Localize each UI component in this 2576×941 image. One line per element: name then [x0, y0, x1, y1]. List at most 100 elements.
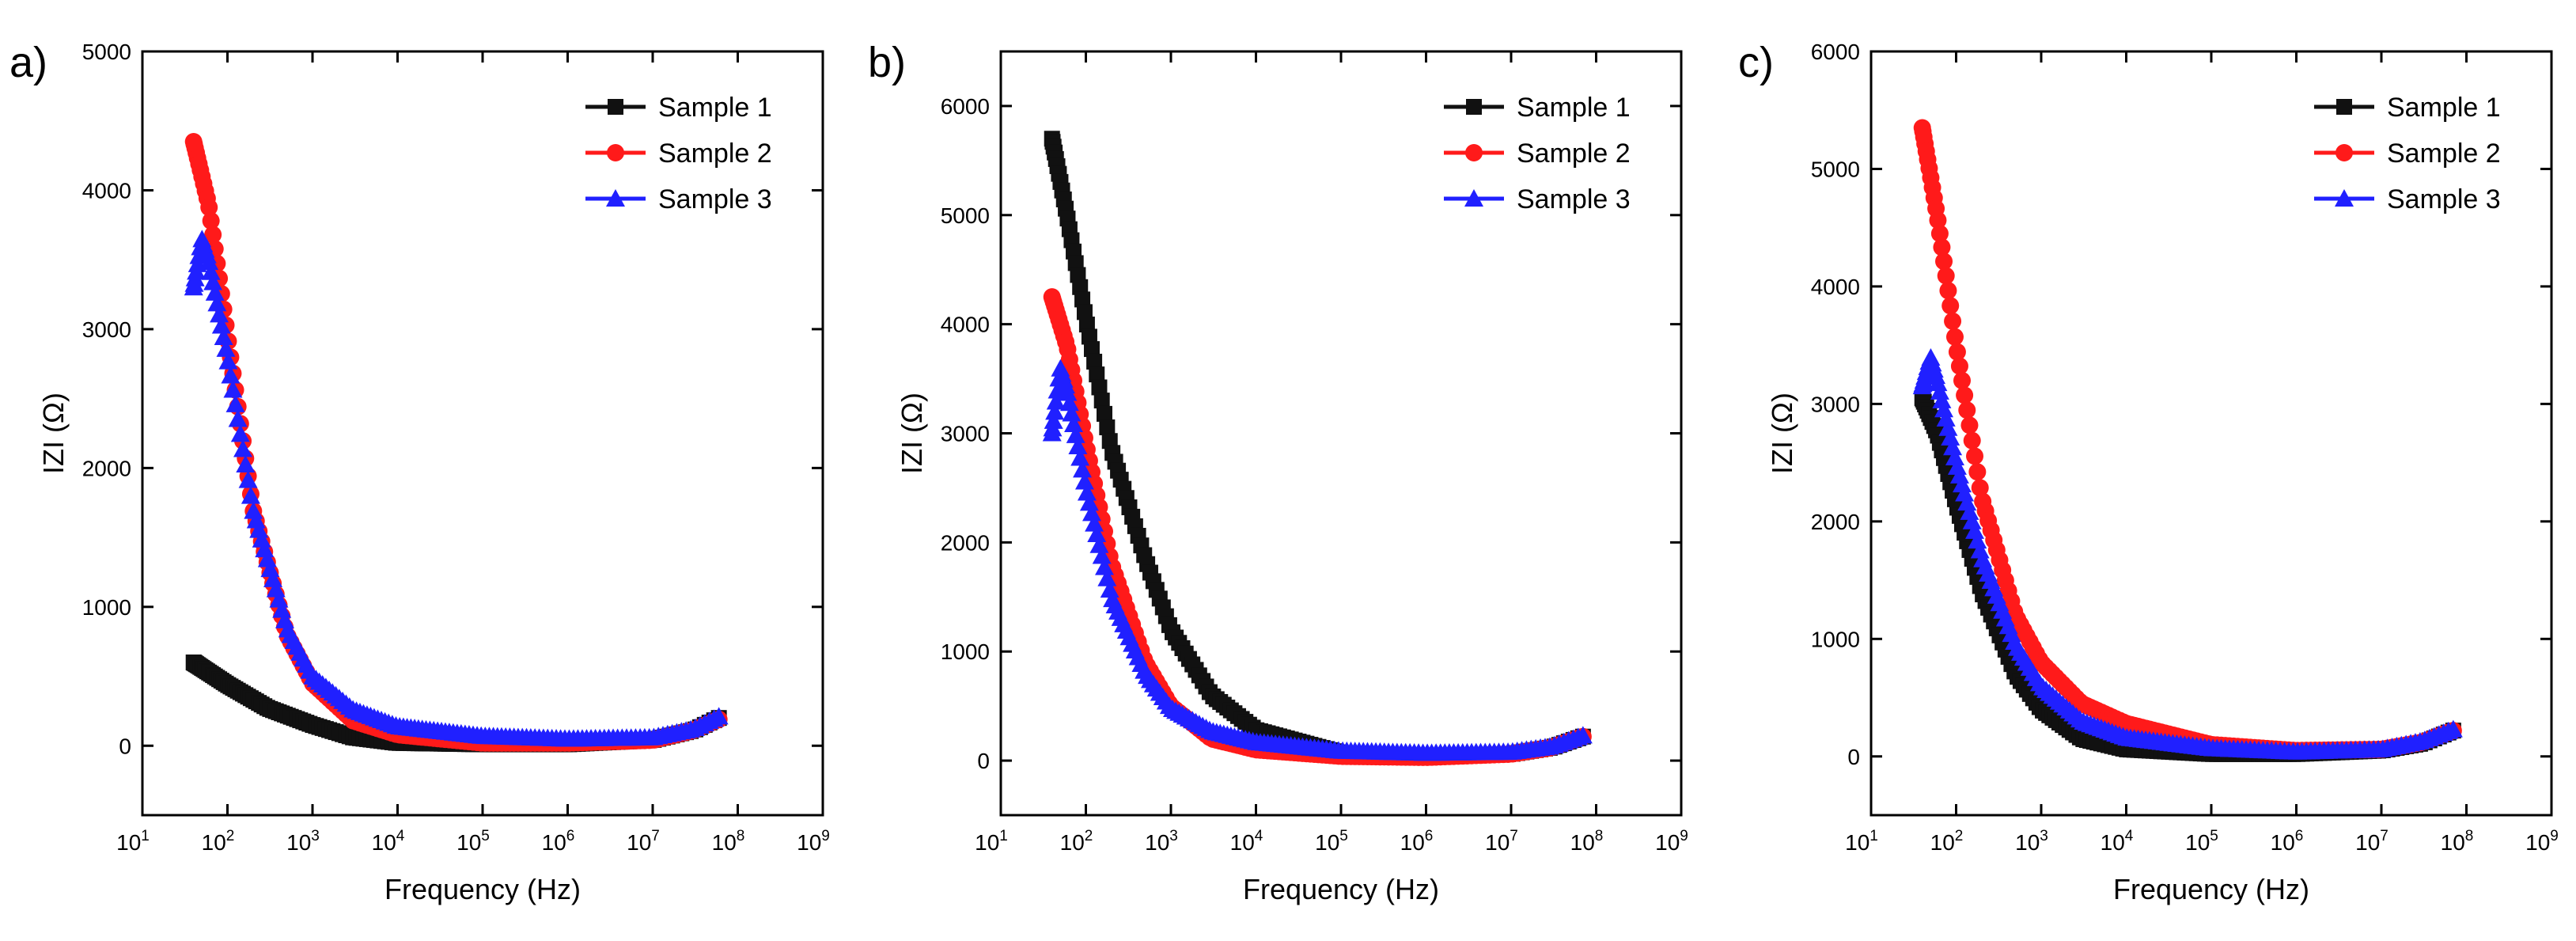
- x-tick-label: 106: [542, 828, 575, 855]
- x-tick-base: 10: [1315, 830, 1339, 855]
- x-tick-label: 107: [2355, 828, 2388, 855]
- legend-label: Sample 3: [1517, 184, 1631, 214]
- data-point: [255, 540, 275, 558]
- legend-item-1: Sample 1: [2314, 93, 2501, 123]
- x-tick-exponent: 5: [481, 828, 490, 844]
- x-tick-exponent: 1: [141, 828, 150, 844]
- data-point: [1058, 383, 1078, 401]
- x-tick-base: 10: [1930, 830, 1955, 855]
- legend-item-3: Sample 3: [2314, 184, 2501, 214]
- data-point: [1573, 726, 1593, 744]
- x-tick-label: 105: [1315, 828, 1348, 855]
- x-tick-exponent: 8: [737, 828, 745, 844]
- x-axis-label: Frequency (Hz): [1243, 873, 1439, 905]
- x-tick-label: 109: [2525, 828, 2559, 855]
- legend-item-1: Sample 1: [1444, 93, 1631, 123]
- data-point: [1070, 267, 1086, 283]
- series-2: [1913, 119, 2462, 760]
- data-point: [1093, 393, 1110, 409]
- y-tick-label: 4000: [82, 178, 131, 203]
- data-point: [1097, 405, 1113, 422]
- data-point: [1956, 386, 1974, 404]
- series-2: [1043, 288, 1592, 766]
- x-tick-label: 107: [1485, 828, 1518, 855]
- data-point: [2443, 719, 2463, 738]
- data-point: [204, 226, 222, 244]
- data-point: [1949, 465, 1969, 484]
- legend-marker: [1465, 144, 1483, 161]
- x-tick-label: 103: [2015, 828, 2048, 855]
- y-tick-label: 0: [977, 749, 990, 773]
- x-tick-base: 10: [2015, 830, 2040, 855]
- data-point: [1045, 402, 1065, 420]
- data-point: [233, 439, 253, 457]
- data-point: [202, 212, 220, 230]
- y-tick-label: 0: [1847, 745, 1860, 769]
- x-tick-exponent: 7: [2380, 828, 2388, 844]
- x-tick-base: 10: [2185, 830, 2210, 855]
- y-axis-label: IZI (Ω): [37, 393, 70, 474]
- data-point: [1089, 366, 1105, 383]
- data-point: [1074, 472, 1094, 490]
- x-tick-base: 10: [2355, 830, 2380, 855]
- data-point: [1930, 381, 1949, 400]
- legend-label: Sample 1: [658, 93, 772, 123]
- y-tick-label: 5000: [82, 40, 131, 64]
- x-tick-label: 109: [797, 828, 830, 855]
- x-tick-base: 10: [286, 830, 311, 855]
- legend-marker: [607, 144, 624, 161]
- data-point: [1953, 371, 1971, 389]
- y-tick-label: 1000: [941, 639, 990, 664]
- data-point: [1073, 460, 1093, 478]
- panel-label: b): [868, 39, 906, 86]
- x-tick-label: 108: [2441, 828, 2474, 855]
- data-point: [221, 366, 241, 384]
- x-tick-base: 10: [1230, 830, 1255, 855]
- x-tick-exponent: 5: [2210, 828, 2218, 844]
- data-point: [246, 510, 266, 529]
- y-tick-label: 5000: [1811, 157, 1860, 181]
- legend-item-3: Sample 3: [585, 184, 772, 214]
- data-point: [263, 569, 283, 587]
- x-tick-base: 10: [1570, 830, 1595, 855]
- legend-marker: [2336, 99, 2352, 115]
- data-point: [1101, 433, 1118, 450]
- x-tick-base: 10: [627, 830, 651, 855]
- x-tick-exponent: 6: [566, 828, 575, 844]
- x-tick-label: 102: [1060, 828, 1093, 855]
- data-point: [1965, 521, 1985, 539]
- data-point: [1943, 438, 1963, 456]
- legend-label: Sample 3: [2387, 184, 2501, 214]
- x-tick-label: 104: [1230, 828, 1263, 855]
- data-point: [1963, 431, 1981, 450]
- legend-label: Sample 2: [658, 138, 772, 169]
- data-point: [216, 339, 236, 357]
- data-point: [260, 560, 280, 578]
- legend-item-2: Sample 2: [1444, 138, 1631, 169]
- data-point: [1932, 390, 1952, 408]
- x-axis-label: Frequency (Hz): [2113, 873, 2309, 905]
- x-tick-exponent: 5: [1339, 828, 1348, 844]
- data-point: [244, 501, 263, 519]
- data-point: [1072, 279, 1089, 295]
- data-point: [1950, 357, 1968, 375]
- series-3: [1912, 348, 2463, 760]
- data-point: [1934, 400, 1954, 418]
- x-tick-exponent: 6: [2295, 828, 2304, 844]
- legend-label: Sample 3: [658, 184, 772, 214]
- x-tick-label: 104: [2101, 828, 2134, 855]
- series-3: [1042, 359, 1593, 761]
- data-point: [211, 316, 231, 334]
- x-tick-exponent: 4: [1255, 828, 1263, 844]
- y-tick-label: 3000: [82, 317, 131, 342]
- y-tick-label: 2000: [82, 456, 131, 480]
- series-3: [184, 230, 729, 747]
- data-point: [1085, 514, 1104, 532]
- x-tick-exponent: 9: [821, 828, 830, 844]
- data-point: [1939, 282, 1957, 300]
- data-point: [1944, 312, 1962, 330]
- x-tick-label: 106: [2271, 828, 2304, 855]
